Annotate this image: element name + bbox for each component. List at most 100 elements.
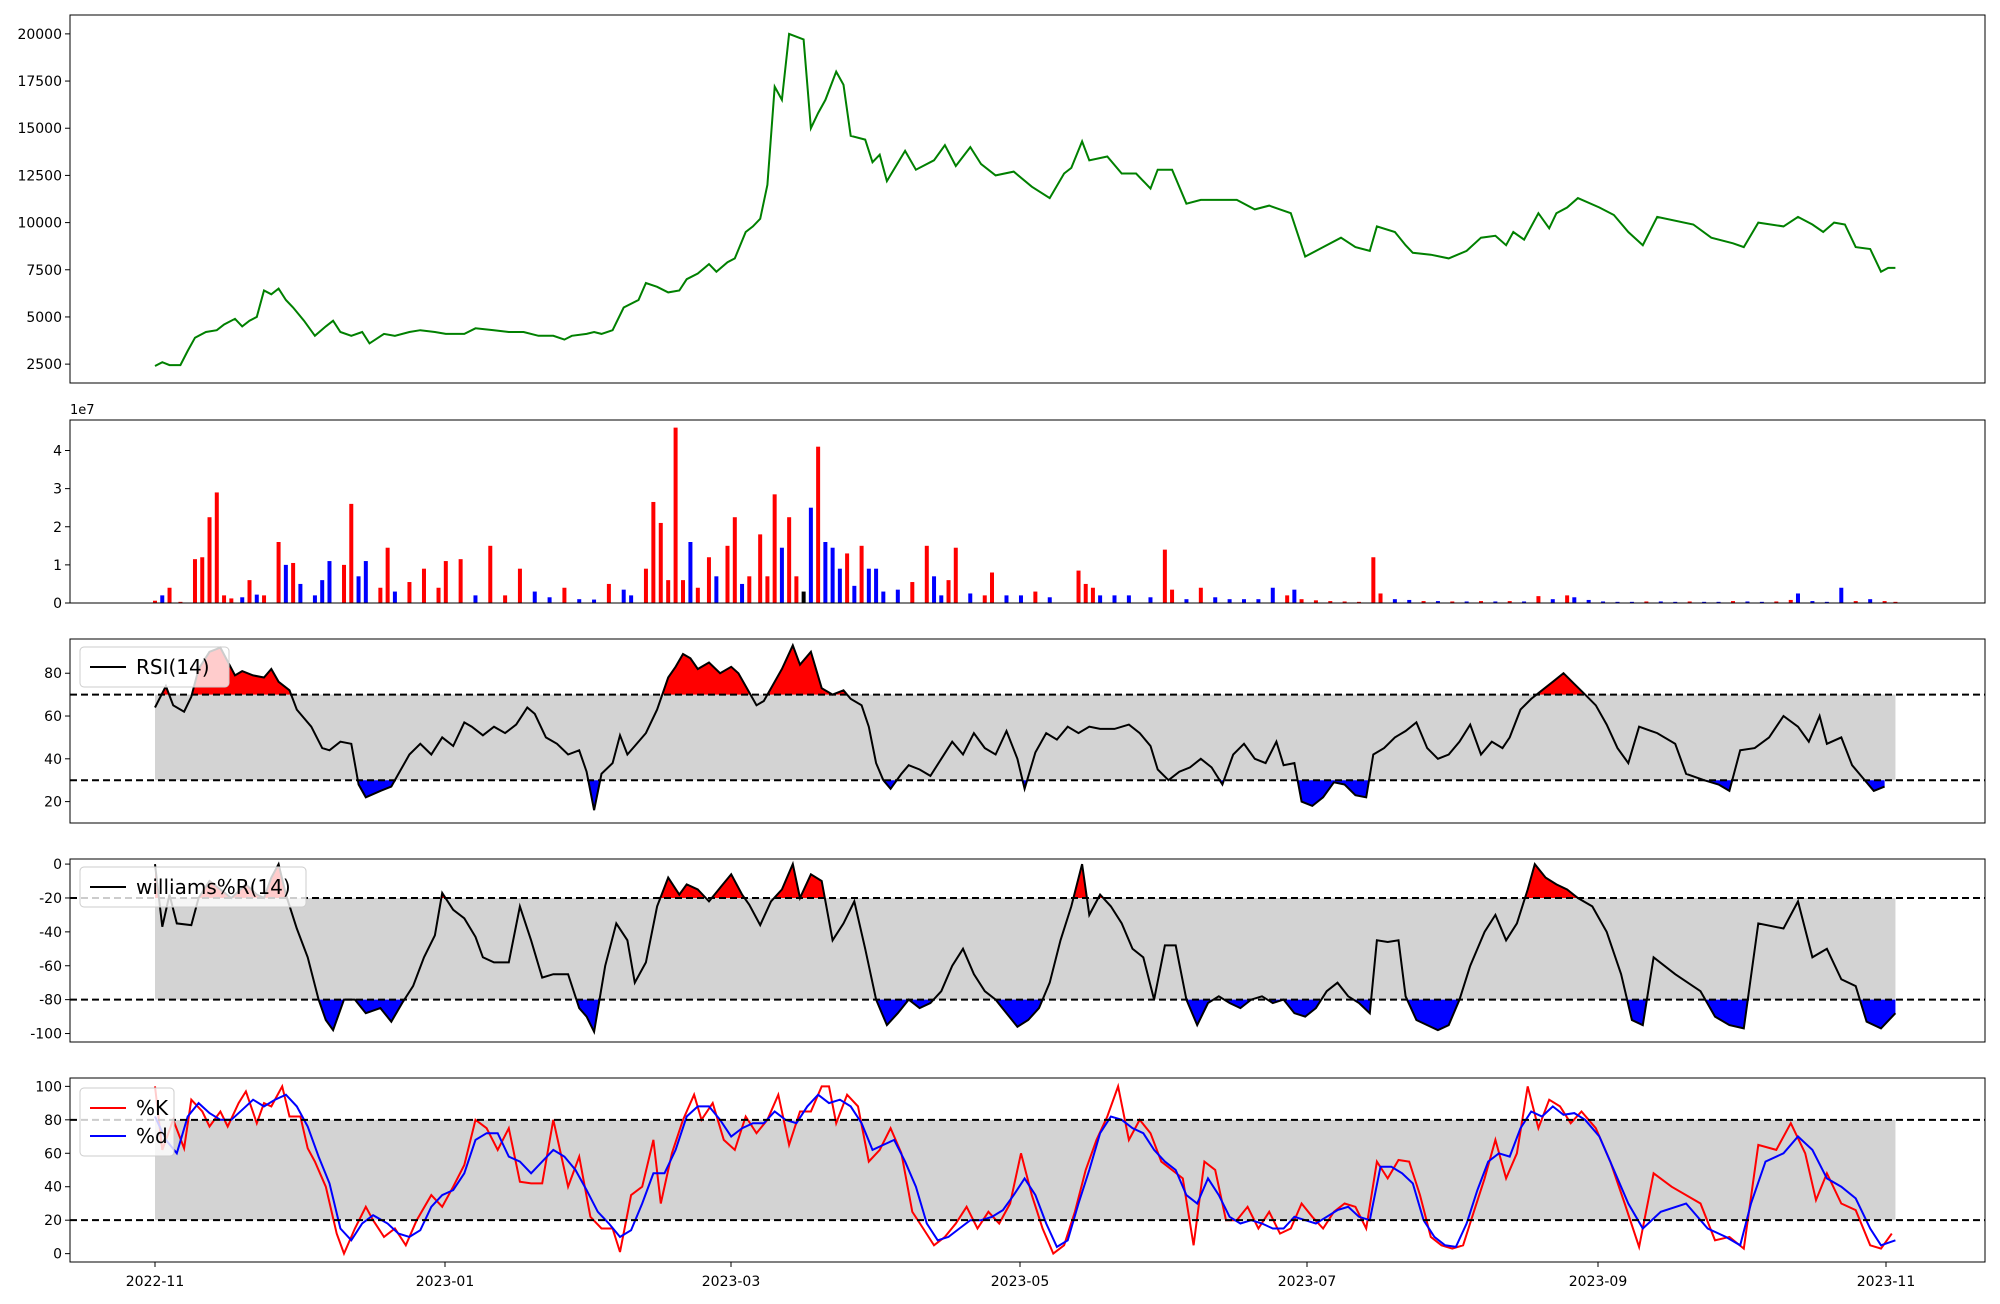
williams-legend-label: williams%R(14) [136, 875, 291, 899]
volume-bar [780, 548, 784, 603]
volume-bar [629, 595, 633, 603]
williams-oversold-fill [319, 1000, 405, 1031]
volume-bar [1170, 590, 1174, 603]
volume-bar [378, 588, 382, 603]
stochastic-ytick-label: 40 [44, 1180, 62, 1196]
rsi-oversold-fill [1865, 780, 1885, 791]
volume-ytick-label: 1 [53, 558, 62, 574]
rsi-ytick-label: 40 [44, 752, 62, 768]
volume-bar [1551, 599, 1555, 603]
volume-bar [1228, 599, 1232, 603]
xtick-label: 2023-09 [1569, 1274, 1628, 1290]
volume-bar [1091, 588, 1095, 603]
volume-bar [947, 580, 951, 603]
volume-bar [200, 557, 204, 603]
williams-ytick-label: -60 [39, 959, 62, 975]
price-axes-frame [70, 15, 1985, 383]
volume-bar [725, 546, 729, 603]
volume-bar [473, 595, 477, 603]
volume-bar [644, 569, 648, 603]
stochastic-legend-label: %d [136, 1124, 168, 1148]
williams-ytick-label: -20 [39, 891, 62, 907]
volume-bar [1019, 595, 1023, 603]
stochastic-ytick-label: 100 [35, 1079, 62, 1095]
stochastic-ytick-label: 80 [44, 1113, 62, 1129]
rsi-overbought-fill [767, 645, 847, 694]
volume-panel: 0 1 2 3 4 1e7 [53, 403, 1985, 612]
volume-bar [1285, 595, 1289, 603]
volume-bar [488, 546, 492, 603]
volume-bar [681, 580, 685, 603]
volume-bar [874, 569, 878, 603]
volume-bar [954, 548, 958, 603]
volume-bar [823, 542, 827, 603]
volume-bar [1371, 557, 1375, 603]
volume-bar [607, 584, 611, 603]
volume-bar [707, 557, 711, 603]
volume-bar [193, 559, 197, 603]
volume-bar [577, 599, 581, 603]
price-ytick-label: 5000 [26, 310, 62, 326]
volume-bar [1242, 599, 1246, 603]
stochastic-ytick-label: 60 [44, 1146, 62, 1162]
rsi-band-fill [155, 695, 1895, 781]
price-ytick-label: 10000 [17, 216, 62, 232]
williams-band-fill [155, 898, 1895, 1000]
xtick-label: 2022-11 [126, 1274, 185, 1290]
volume-ytick-label: 0 [53, 596, 62, 612]
volume-bar [291, 563, 295, 603]
xtick-label: 2023-01 [416, 1274, 475, 1290]
volume-bar [733, 517, 737, 603]
volume-bar [229, 598, 233, 603]
volume-bar [459, 559, 463, 603]
volume-bar [740, 584, 744, 603]
volume-bar [364, 561, 368, 603]
volume-bar [787, 517, 791, 603]
price-ytick-label: 20000 [17, 27, 62, 43]
xtick-label: 2023-03 [702, 1274, 761, 1290]
volume-bar [407, 582, 411, 603]
volume-bar [298, 584, 302, 603]
williams-ytick-label: -100 [30, 1027, 62, 1043]
williams-ytick-label: -40 [39, 925, 62, 941]
price-ytick-label: 12500 [17, 168, 62, 184]
volume-bar [393, 592, 397, 603]
volume-bar [1148, 597, 1152, 603]
price-ytick-label: 17500 [17, 74, 62, 90]
volume-bar [765, 576, 769, 603]
volume-bar [1292, 590, 1296, 603]
volume-bar [222, 595, 226, 603]
rsi-ytick-label: 80 [44, 666, 62, 682]
xtick-label: 2023-07 [1278, 1274, 1337, 1290]
volume-bar [816, 447, 820, 603]
rsi-ytick-label: 60 [44, 709, 62, 725]
volume-ytick-label: 4 [53, 444, 62, 460]
volume-bar [313, 595, 317, 603]
volume-bar [831, 548, 835, 603]
volume-bar [1098, 595, 1102, 603]
volume-bar [1127, 595, 1131, 603]
volume-bar [867, 569, 871, 603]
volume-bar [939, 595, 943, 603]
volume-bar [1393, 599, 1397, 603]
williams-ytick-label: -80 [39, 993, 62, 1009]
volume-bar [1536, 596, 1540, 603]
volume-bar [533, 592, 537, 603]
volume-bar [696, 588, 700, 603]
volume-bar [357, 576, 361, 603]
volume-bar [327, 561, 331, 603]
volume-bar [845, 553, 849, 603]
volume-bar [659, 523, 663, 603]
volume-bar [968, 593, 972, 603]
volume-bar [802, 592, 806, 603]
volume-bar [896, 590, 900, 603]
volume-bar [838, 569, 842, 603]
williams-ytick-label: 0 [53, 857, 62, 873]
volume-bar [1868, 599, 1872, 603]
volume-bar [1033, 592, 1037, 603]
volume-bar [1572, 597, 1576, 603]
volume-bar [262, 595, 266, 603]
volume-bar [666, 580, 670, 603]
